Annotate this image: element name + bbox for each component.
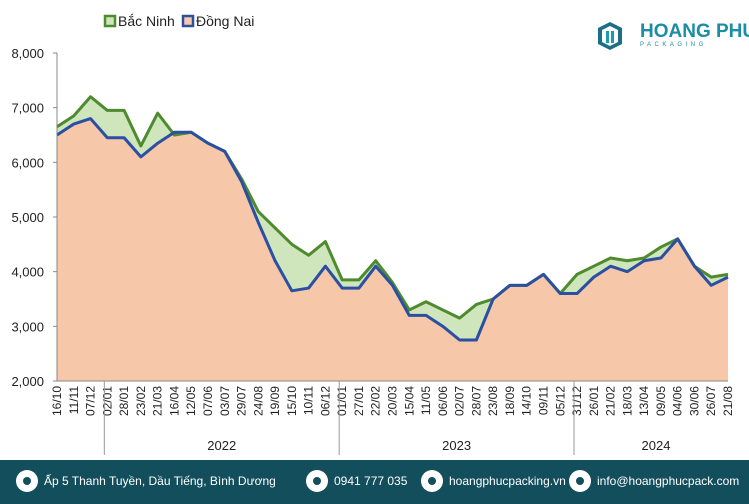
- footer: Ấp 5 Thanh Tuyền, Dầu Tiếng, Bình Dương 0…: [0, 460, 749, 504]
- x-tick-label: 06/12: [318, 386, 332, 416]
- y-tick-label: 2,000: [11, 374, 44, 389]
- x-tick-label: 28/01: [117, 386, 131, 416]
- x-tick-label: 21/08: [721, 386, 735, 416]
- x-tick-label: 02/07: [453, 386, 467, 416]
- x-tick-label: 05/12: [553, 386, 567, 416]
- logo-name: HOANG PHUC: [640, 21, 749, 42]
- footer-icon-dot: [576, 477, 584, 485]
- x-tick-label: 01/01: [335, 386, 349, 416]
- x-tick-label: 15/04: [402, 386, 416, 416]
- x-tick-label: 31/12: [570, 386, 584, 416]
- x-tick-label: 02/01: [100, 386, 114, 416]
- y-tick-label: 4,000: [11, 265, 44, 280]
- x-tick-label: 16/04: [167, 386, 181, 416]
- x-tick-label: 07/12: [84, 386, 98, 416]
- footer-text: hoangphucpacking.vn: [449, 474, 566, 488]
- x-tick-label: 03/07: [218, 386, 232, 416]
- x-tick-label: 24/08: [251, 386, 265, 416]
- x-tick-label: 19/09: [268, 386, 282, 416]
- legend-label: Đồng Nai: [196, 13, 254, 29]
- x-tick-label: 21/02: [604, 386, 618, 416]
- x-tick-label: 12/05: [184, 386, 198, 416]
- logo: HOANG PHUC PACKAGING: [598, 21, 749, 50]
- x-tick-label: 15/10: [285, 386, 299, 416]
- x-tick-label: 16/10: [50, 386, 64, 416]
- x-tick-label: 18/09: [503, 386, 517, 416]
- x-tick-label: 26/01: [587, 386, 601, 416]
- x-tick-label: 09/05: [654, 386, 668, 416]
- legend-label: Bắc Ninh: [118, 13, 175, 29]
- y-tick-label: 5,000: [11, 210, 44, 225]
- line: [56, 95, 729, 320]
- x-tick-label: 18/03: [620, 386, 634, 416]
- logo-icon: [606, 31, 609, 43]
- x-tick-label: 04/06: [671, 386, 685, 416]
- x-tick-label: 22/02: [369, 386, 383, 416]
- x-tick-label: 10/11: [302, 386, 316, 415]
- legend-swatch: [181, 14, 195, 28]
- x-tick-label: 09/11: [536, 386, 550, 415]
- x-tick-label: 30/06: [687, 386, 701, 416]
- x-tick-label: 28/07: [469, 386, 483, 416]
- logo-tagline: PACKAGING: [640, 42, 707, 48]
- x-tick-label: 06/06: [436, 386, 450, 416]
- footer-icon-dot: [23, 477, 31, 485]
- x-tick-label: 23/08: [486, 386, 500, 416]
- x-tick-label: 11/11: [67, 386, 81, 415]
- y-tick-label: 7,000: [11, 101, 44, 116]
- logo-icon: [611, 31, 614, 43]
- line: [56, 117, 729, 342]
- footer-bar: [0, 460, 749, 504]
- footer-icon-dot: [428, 477, 436, 485]
- x-tick-label: 13/04: [637, 386, 651, 416]
- logo-icon: [602, 26, 618, 46]
- x-tick-label: 23/02: [134, 386, 148, 416]
- x-tick-label: 21/03: [151, 386, 165, 416]
- y-tick-label: 8,000: [11, 46, 44, 61]
- x-tick-label: 07/06: [201, 386, 215, 416]
- year-label: 2024: [642, 438, 671, 453]
- y-tick-label: 6,000: [11, 155, 44, 170]
- year-label: 2023: [442, 438, 471, 453]
- footer-text: info@hoangphucpack.com: [597, 474, 739, 488]
- x-tick-label: 11/05: [419, 386, 433, 415]
- x-tick-label: 27/01: [352, 386, 366, 416]
- y-tick-label: 3,000: [11, 319, 44, 334]
- x-tick-label: 14/10: [520, 386, 534, 416]
- x-tick-label: 29/07: [235, 386, 249, 416]
- x-tick-label: 26/07: [704, 386, 718, 416]
- legend-swatch: [103, 14, 117, 28]
- footer-text: Ấp 5 Thanh Tuyền, Dầu Tiếng, Bình Dương: [44, 473, 276, 488]
- x-tick-label: 20/03: [386, 386, 400, 416]
- footer-icon-dot: [313, 477, 321, 485]
- area: [57, 118, 728, 381]
- footer-text: 0941 777 035: [334, 474, 408, 488]
- year-label: 2022: [207, 438, 236, 453]
